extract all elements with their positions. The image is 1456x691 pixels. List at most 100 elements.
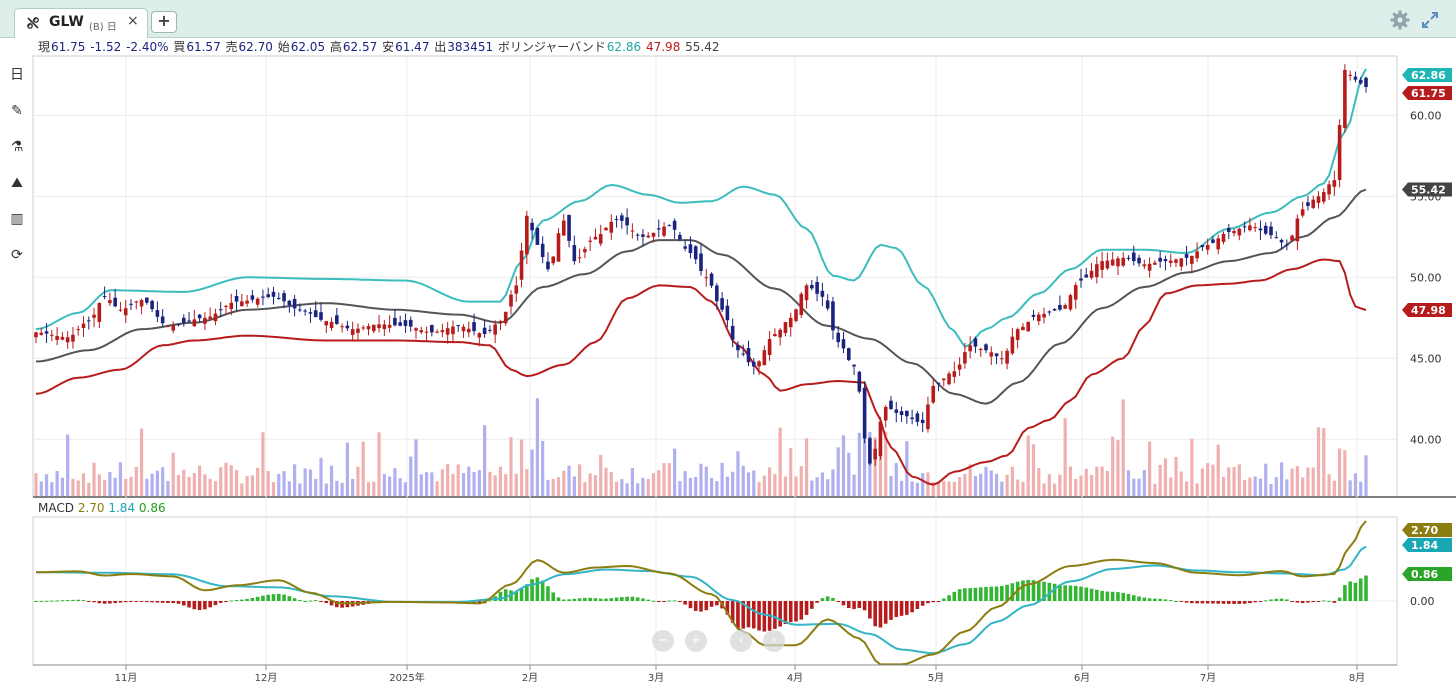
- macd-hist-bar: [271, 594, 276, 601]
- bar-chart-icon[interactable]: ▥: [10, 211, 24, 227]
- candle-body: [335, 315, 339, 324]
- macd-hist-bar: [1195, 601, 1199, 604]
- candle-body: [625, 217, 629, 226]
- candle-body: [445, 328, 450, 335]
- candle-body: [171, 325, 176, 331]
- volume-bar: [1269, 483, 1273, 496]
- volume-bar: [646, 478, 650, 496]
- volume-bar: [630, 467, 634, 496]
- macd-value: 2.70: [77, 501, 105, 515]
- volume-bar: [219, 467, 223, 496]
- chart-style-icon[interactable]: ⛰: [11, 175, 23, 191]
- indicator-flask-icon[interactable]: ⚗: [10, 139, 24, 155]
- volume-bar: [752, 470, 756, 496]
- macd-hist-bar: [292, 598, 297, 601]
- macd-hist-bar: [910, 601, 914, 613]
- macd-hist-bar: [176, 601, 181, 604]
- bb-middle-line: [35, 188, 1367, 405]
- timeframe-tool[interactable]: 日: [10, 67, 24, 83]
- macd-hist-bar: [145, 601, 149, 603]
- macd-hist-bar: [1026, 579, 1031, 601]
- macd-hist-bar: [662, 601, 666, 602]
- macd-hist-bar: [963, 588, 967, 601]
- volume-bar: [736, 451, 740, 496]
- candle-body: [150, 300, 154, 310]
- volume-bar: [192, 473, 196, 496]
- scroll-left-button[interactable]: ‹: [730, 630, 752, 652]
- candle-body: [936, 382, 941, 384]
- candle-body: [1258, 228, 1263, 231]
- candle-body: [577, 257, 582, 259]
- candle-body: [366, 325, 371, 330]
- volume-bar: [1137, 478, 1141, 496]
- candle-body: [1358, 79, 1363, 84]
- volume-bar: [947, 481, 951, 496]
- volume-bar: [794, 476, 798, 496]
- expand-icon[interactable]: [1421, 11, 1439, 33]
- price-tags: 62.86 61.75 55.42 47.98 2.70 1.84 0.86: [1402, 68, 1452, 581]
- volume-bar: [71, 478, 75, 496]
- bb-upper-line: [35, 68, 1367, 349]
- volume-bar: [1174, 456, 1178, 496]
- candle-body: [641, 234, 645, 237]
- volume-bar: [498, 466, 503, 496]
- candle-body: [213, 313, 218, 322]
- volume-bar: [1332, 480, 1336, 496]
- volume-bar: [1264, 463, 1268, 496]
- volume-bar: [504, 474, 508, 496]
- macd-hist-bar: [957, 589, 962, 601]
- macd-hist-bar: [873, 601, 877, 627]
- candle-body: [810, 285, 814, 289]
- candle-body: [503, 311, 508, 324]
- gear-icon[interactable]: [1390, 10, 1410, 34]
- volume-bar: [878, 434, 883, 496]
- volume-bar: [783, 476, 788, 496]
- add-tab-button[interactable]: +: [151, 11, 177, 33]
- zoom-in-button[interactable]: +: [685, 630, 707, 652]
- macd-hist-bar: [831, 597, 835, 601]
- candle-body: [50, 334, 54, 336]
- volume-bar: [535, 398, 539, 496]
- volume-bar: [1364, 455, 1368, 496]
- macd-hist-bar: [1068, 585, 1073, 601]
- candle-body: [678, 234, 682, 240]
- link-off-icon[interactable]: [25, 15, 41, 35]
- macd-hist-bar: [1063, 585, 1067, 601]
- volume-bar: [155, 470, 159, 496]
- quote-value-1: -1.52: [90, 40, 126, 54]
- candle-body: [905, 410, 909, 417]
- candle-body: [393, 317, 397, 326]
- candle-body: [973, 338, 978, 347]
- candle-body: [767, 339, 772, 356]
- refresh-icon[interactable]: ⟳: [11, 247, 23, 263]
- candle-body: [313, 310, 318, 318]
- volume-bar: [1179, 471, 1183, 496]
- zoom-out-button[interactable]: −: [652, 630, 674, 652]
- volume-bar: [1343, 450, 1347, 496]
- volume-bar: [894, 463, 898, 496]
- volume-bar: [488, 471, 492, 496]
- macd-hist-bar: [810, 601, 814, 609]
- volume-bar: [641, 477, 645, 496]
- draw-tool-icon[interactable]: ✎: [11, 103, 23, 119]
- bb-upper-tag-label: 62.86: [1411, 69, 1446, 82]
- macd-hist-bar: [625, 596, 629, 601]
- bollinger-middle-value: 55.42: [685, 40, 720, 54]
- volume-bar: [1322, 428, 1326, 496]
- close-tab-button[interactable]: ×: [127, 13, 139, 29]
- signal-tag: 1.84: [1402, 538, 1452, 552]
- candle-body: [1327, 184, 1331, 195]
- volume-bar: [1216, 444, 1220, 496]
- candle-body: [1100, 261, 1104, 270]
- macd-hist-bar: [984, 586, 988, 601]
- price-tick-label: 50.00: [1410, 271, 1442, 284]
- quote-label-5: 始: [277, 40, 290, 54]
- symbol-tab[interactable]: GLW (B) 日 ×: [14, 8, 148, 38]
- volume-bar: [282, 471, 286, 496]
- volume-bar: [1163, 458, 1168, 496]
- volume-bar: [208, 478, 212, 496]
- macd-hist-bar: [313, 600, 318, 602]
- scroll-right-button[interactable]: ›: [763, 630, 785, 652]
- volume-bar: [1126, 470, 1131, 496]
